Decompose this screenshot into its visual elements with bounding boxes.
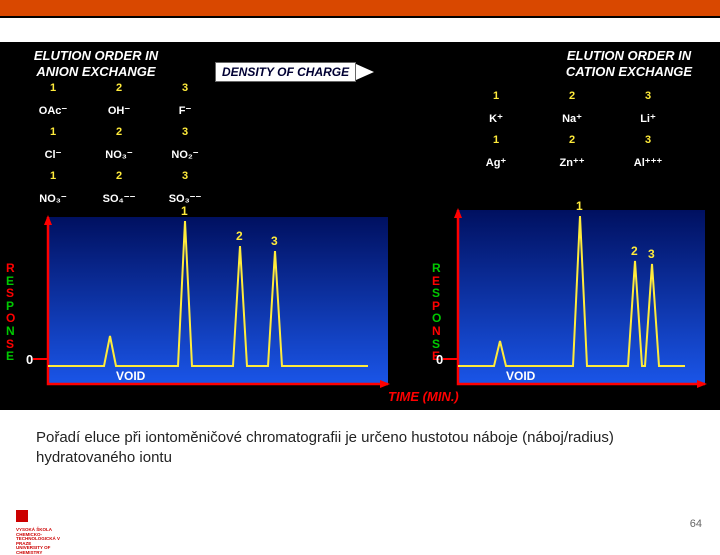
svg-text:VOID: VOID [506, 369, 536, 383]
svg-text:1: 1 [576, 199, 583, 213]
svg-text:VOID: VOID [116, 369, 146, 383]
svg-text:0: 0 [436, 352, 443, 367]
svg-text:2: 2 [236, 229, 243, 243]
logo-text: VYSOKÁ ŠKOLA CHEMICKO-TECHNOLOGICKÁ V PR… [16, 528, 76, 555]
cation-panel: ELUTION ORDER IN CATION EXCHANGE 123K⁺Na… [420, 42, 720, 410]
time-label: TIME (MIN.) [388, 389, 459, 404]
x-axis-label: TIME (MIN.) [388, 388, 459, 406]
caption-text: Pořadí eluce při iontoměničové chromatog… [0, 410, 720, 469]
logo-square-icon [16, 510, 28, 522]
svg-text:3: 3 [648, 247, 655, 261]
page-number: 64 [690, 518, 702, 530]
anion-chromatogram: 0 VOID 1 2 3 [0, 42, 420, 410]
svg-text:0: 0 [26, 352, 33, 367]
svg-text:3: 3 [271, 234, 278, 248]
header-white [0, 18, 720, 42]
svg-text:2: 2 [631, 244, 638, 258]
anion-panel: ELUTION ORDER IN ANION EXCHANGE DENSITY … [0, 42, 420, 410]
diagram-container: ELUTION ORDER IN ANION EXCHANGE DENSITY … [0, 42, 720, 410]
footer-logo: VYSOKÁ ŠKOLA CHEMICKO-TECHNOLOGICKÁ V PR… [16, 510, 76, 530]
svg-text:1: 1 [181, 204, 188, 218]
top-accent-bar [0, 0, 720, 18]
cation-chromatogram: 0 VOID 1 23 [420, 42, 720, 410]
